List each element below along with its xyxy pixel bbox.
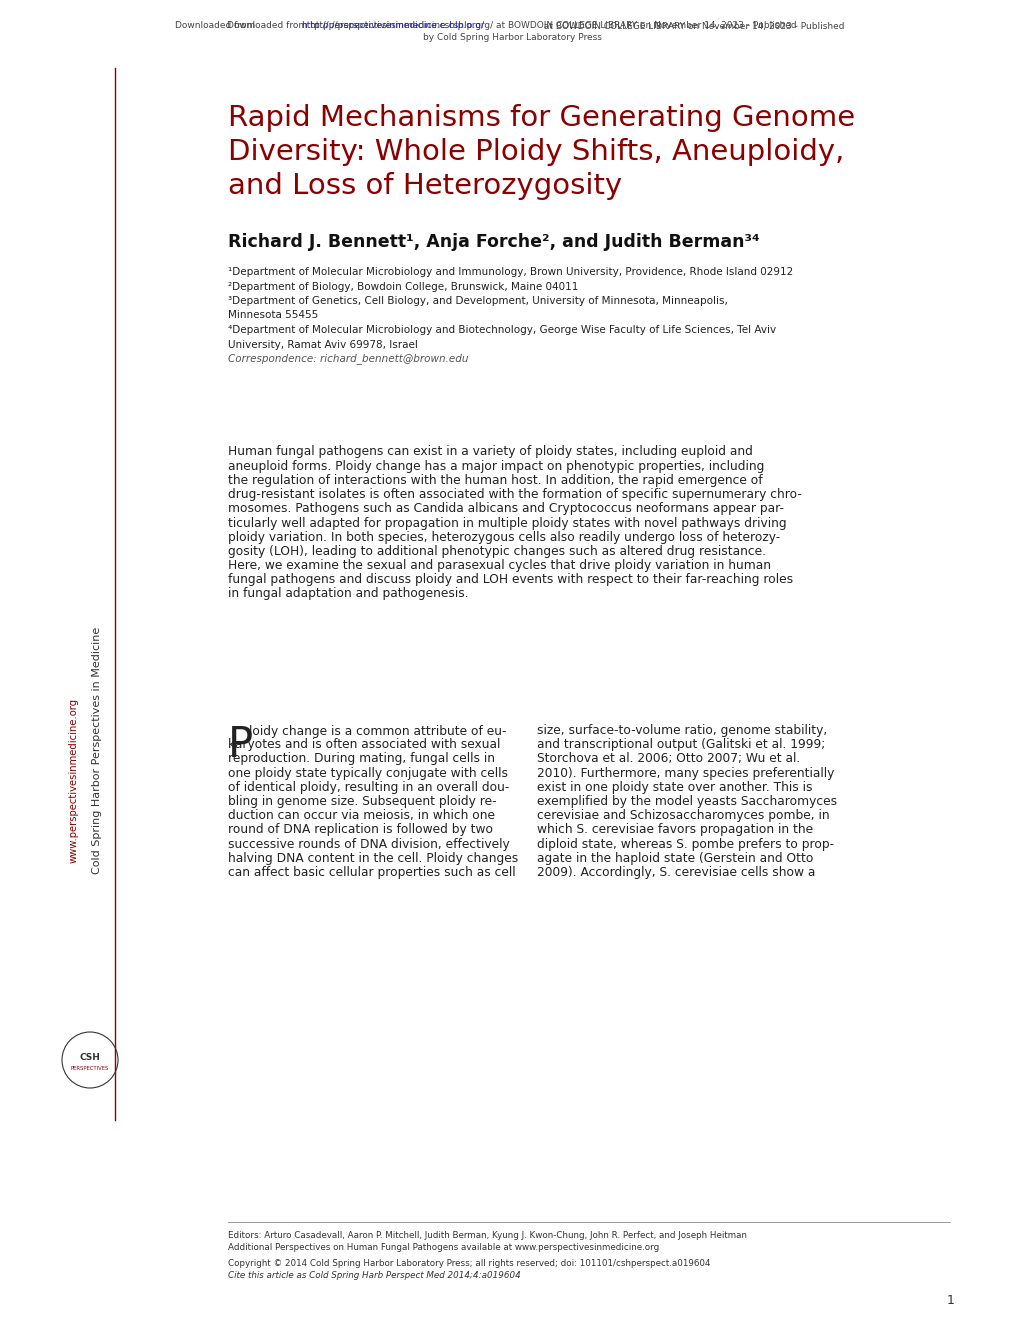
Circle shape	[62, 1031, 118, 1088]
Text: the regulation of interactions with the human host. In addition, the rapid emerg: the regulation of interactions with the …	[228, 474, 763, 487]
Text: Correspondence: richard_bennett@brown.edu: Correspondence: richard_bennett@brown.ed…	[228, 354, 469, 364]
Text: Editors: Arturo Casadevall, Aaron P. Mitchell, Judith Berman, Kyung J. Kwon-Chun: Editors: Arturo Casadevall, Aaron P. Mit…	[228, 1231, 746, 1241]
Text: Copyright © 2014 Cold Spring Harbor Laboratory Press; all rights reserved; doi: : Copyright © 2014 Cold Spring Harbor Labo…	[228, 1259, 711, 1268]
Text: successive rounds of DNA division, effectively: successive rounds of DNA division, effec…	[228, 838, 510, 850]
Text: Storchova et al. 2006; Otto 2007; Wu et al.: Storchova et al. 2006; Otto 2007; Wu et …	[537, 752, 800, 765]
Text: Minnesota 55455: Minnesota 55455	[228, 311, 318, 320]
Text: Downloaded from http://perspectivesinmedicine.cshlp.org/ at BOWDOIN COLLEGE LIBR: Downloaded from http://perspectivesinmed…	[227, 21, 797, 30]
Text: drug-resistant isolates is often associated with the formation of specific super: drug-resistant isolates is often associa…	[228, 489, 802, 500]
Text: and transcriptional output (Galitski et al. 1999;: and transcriptional output (Galitski et …	[537, 739, 825, 751]
Text: which S. cerevisiae favors propagation in the: which S. cerevisiae favors propagation i…	[537, 824, 813, 837]
Text: cerevisiae and Schizosaccharomyces pombe, in: cerevisiae and Schizosaccharomyces pombe…	[537, 809, 829, 822]
Text: exemplified by the model yeasts Saccharomyces: exemplified by the model yeasts Saccharo…	[537, 794, 838, 808]
Text: Diversity: Whole Ploidy Shifts, Aneuploidy,: Diversity: Whole Ploidy Shifts, Aneuploi…	[228, 138, 845, 166]
Text: ²Department of Biology, Bowdoin College, Brunswick, Maine 04011: ²Department of Biology, Bowdoin College,…	[228, 282, 579, 291]
Text: can affect basic cellular properties such as cell: can affect basic cellular properties suc…	[228, 866, 516, 879]
Text: halving DNA content in the cell. Ploidy changes: halving DNA content in the cell. Ploidy …	[228, 851, 518, 865]
Text: by Cold Spring Harbor Laboratory Press: by Cold Spring Harbor Laboratory Press	[423, 33, 601, 42]
Text: 2009). Accordingly, S. cerevisiae cells show a: 2009). Accordingly, S. cerevisiae cells …	[537, 866, 815, 879]
Text: karyotes and is often associated with sexual: karyotes and is often associated with se…	[228, 739, 501, 751]
Text: diploid state, whereas S. pombe prefers to prop-: diploid state, whereas S. pombe prefers …	[537, 838, 835, 850]
Text: exist in one ploidy state over another. This is: exist in one ploidy state over another. …	[537, 781, 812, 794]
Text: http://perspectivesinmedicine.cshlp.org/: http://perspectivesinmedicine.cshlp.org/	[301, 21, 484, 30]
Text: Here, we examine the sexual and parasexual cycles that drive ploidy variation in: Here, we examine the sexual and parasexu…	[228, 559, 771, 572]
Text: www.perspectivesinmedicine.org: www.perspectivesinmedicine.org	[69, 698, 79, 862]
Text: at BOWDOIN COLLEGE LIBRARY on November 14, 2023 - Published: at BOWDOIN COLLEGE LIBRARY on November 1…	[541, 21, 845, 30]
Text: ploidy variation. In both species, heterozygous cells also readily undergo loss : ploidy variation. In both species, heter…	[228, 531, 780, 544]
Text: Human fungal pathogens can exist in a variety of ploidy states, including euploi: Human fungal pathogens can exist in a va…	[228, 445, 753, 458]
Text: Downloaded from: Downloaded from	[175, 21, 258, 30]
Text: P: P	[228, 724, 253, 767]
Text: ticularly well adapted for propagation in multiple ploidy states with novel path: ticularly well adapted for propagation i…	[228, 516, 786, 530]
Text: in fungal adaptation and pathogenesis.: in fungal adaptation and pathogenesis.	[228, 588, 469, 601]
Text: University, Ramat Aviv 69978, Israel: University, Ramat Aviv 69978, Israel	[228, 339, 418, 350]
Text: gosity (LOH), leading to additional phenotypic changes such as altered drug resi: gosity (LOH), leading to additional phen…	[228, 545, 766, 557]
Text: ³Department of Genetics, Cell Biology, and Development, University of Minnesota,: ³Department of Genetics, Cell Biology, a…	[228, 297, 728, 306]
Text: and Loss of Heterozygosity: and Loss of Heterozygosity	[228, 172, 623, 200]
Text: 1: 1	[947, 1294, 955, 1307]
Text: loidy change is a common attribute of eu-: loidy change is a common attribute of eu…	[249, 726, 507, 737]
Text: CSH: CSH	[80, 1053, 100, 1062]
Text: Richard J. Bennett¹, Anja Forche², and Judith Berman³⁴: Richard J. Bennett¹, Anja Forche², and J…	[228, 233, 760, 252]
Text: ¹Department of Molecular Microbiology and Immunology, Brown University, Providen: ¹Department of Molecular Microbiology an…	[228, 267, 794, 277]
Text: of identical ploidy, resulting in an overall dou-: of identical ploidy, resulting in an ove…	[228, 781, 509, 794]
Text: round of DNA replication is followed by two: round of DNA replication is followed by …	[228, 824, 493, 837]
Text: one ploidy state typically conjugate with cells: one ploidy state typically conjugate wit…	[228, 767, 508, 780]
Text: Cold Spring Harbor Perspectives in Medicine: Cold Spring Harbor Perspectives in Medic…	[92, 626, 102, 874]
Text: Cite this article as Cold Spring Harb Perspect Med 2014;4:a019604: Cite this article as Cold Spring Harb Pe…	[228, 1271, 521, 1280]
Text: fungal pathogens and discuss ploidy and LOH events with respect to their far-rea: fungal pathogens and discuss ploidy and …	[228, 573, 794, 587]
Text: Additional Perspectives on Human Fungal Pathogens available at www.perspectivesi: Additional Perspectives on Human Fungal …	[228, 1243, 659, 1253]
Text: mosomes. Pathogens such as Candida albicans and Cryptococcus neoformans appear p: mosomes. Pathogens such as Candida albic…	[228, 502, 784, 515]
Text: 2010). Furthermore, many species preferentially: 2010). Furthermore, many species prefere…	[537, 767, 835, 780]
Text: ⁴Department of Molecular Microbiology and Biotechnology, George Wise Faculty of : ⁴Department of Molecular Microbiology an…	[228, 324, 776, 335]
Text: reproduction. During mating, fungal cells in: reproduction. During mating, fungal cell…	[228, 752, 495, 765]
Text: agate in the haploid state (Gerstein and Otto: agate in the haploid state (Gerstein and…	[537, 851, 813, 865]
Text: duction can occur via meiosis, in which one: duction can occur via meiosis, in which …	[228, 809, 495, 822]
Text: aneuploid forms. Ploidy change has a major impact on phenotypic properties, incl: aneuploid forms. Ploidy change has a maj…	[228, 459, 764, 473]
Text: bling in genome size. Subsequent ploidy re-: bling in genome size. Subsequent ploidy …	[228, 794, 497, 808]
Text: PERSPECTIVES: PERSPECTIVES	[71, 1066, 110, 1071]
Text: size, surface-to-volume ratio, genome stability,: size, surface-to-volume ratio, genome st…	[537, 724, 827, 737]
Text: Rapid Mechanisms for Generating Genome: Rapid Mechanisms for Generating Genome	[228, 105, 855, 132]
